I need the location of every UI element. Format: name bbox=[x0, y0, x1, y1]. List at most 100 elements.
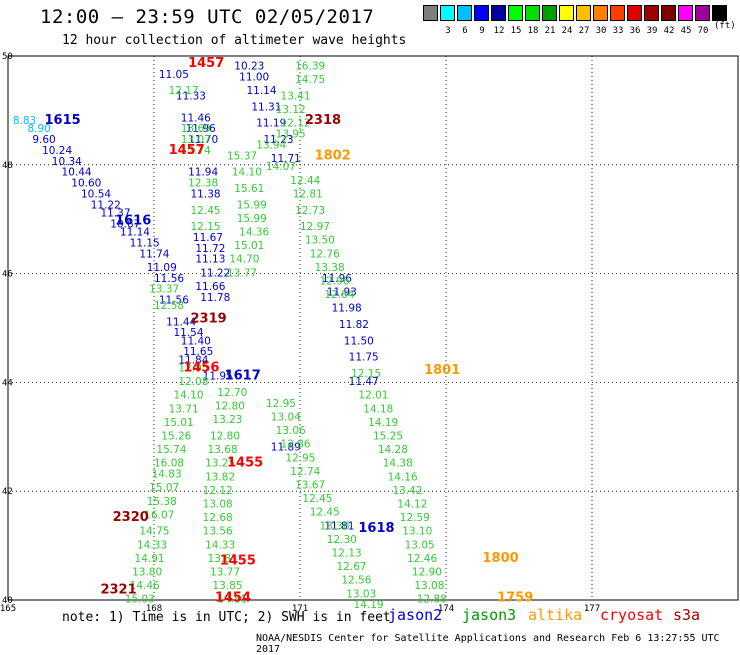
jason2-value-label: 10.24 bbox=[42, 145, 72, 157]
jason3-value-label: 13.67 bbox=[295, 479, 325, 491]
jason3-value-label: 13.56 bbox=[203, 526, 233, 538]
jason2-value-label: 11.47 bbox=[349, 376, 379, 388]
jason3-value-label: 13.71 bbox=[169, 403, 199, 415]
pass-time-label: 1457 bbox=[169, 143, 205, 158]
jason3-value-label: 12.96 bbox=[319, 275, 349, 287]
legend-swatch bbox=[474, 5, 489, 21]
jason3-value-label: 12.46 bbox=[407, 553, 437, 565]
pass-time-label: 1616 bbox=[115, 214, 151, 229]
jason3-value-label: 13.04 bbox=[271, 411, 301, 423]
jason2-value-label: 11.00 bbox=[239, 71, 269, 83]
jason3-value-label: 16.07 bbox=[144, 509, 174, 521]
jason3-value-label: 13.42 bbox=[392, 485, 422, 497]
jason3-value-label: 15.03 bbox=[125, 594, 155, 606]
jason3-value-label: 12.15 bbox=[351, 368, 381, 380]
jason2-value-label: 11.05 bbox=[159, 69, 189, 81]
jason2-value-label: 10.67 bbox=[110, 218, 140, 230]
jason2-value-label: 11.72 bbox=[195, 243, 225, 255]
jason3-value-label: 14.10 bbox=[173, 390, 203, 402]
legend-label: 6 bbox=[462, 26, 468, 36]
jason2-value-label: 11.44 bbox=[166, 316, 196, 328]
jason3-value-label: 12.15 bbox=[191, 221, 221, 233]
jason3-value-label: 14.81 bbox=[217, 594, 247, 606]
jason2-value-label: 11.66 bbox=[195, 281, 225, 293]
jason2-value-label: 11.14 bbox=[120, 227, 150, 239]
legend-label: 70 bbox=[697, 26, 709, 36]
jason3-value-label: 12.86 bbox=[281, 439, 311, 451]
jason3-value-label: 13.68 bbox=[208, 444, 238, 456]
legend-swatch bbox=[695, 5, 710, 21]
legend-label: 36 bbox=[629, 26, 641, 36]
x-tick-label: 168 bbox=[146, 604, 162, 614]
jason3-value-label: 13.69 bbox=[181, 123, 211, 135]
jason3-value-label: 13.05 bbox=[405, 539, 435, 551]
page-subtitle: 12 hour collection of altimeter wave hei… bbox=[62, 33, 407, 48]
jason2-value-label: 11.33 bbox=[176, 91, 206, 103]
jason2-value-label: 11.67 bbox=[193, 232, 223, 244]
x-tick-label: 165 bbox=[0, 604, 16, 614]
jason3-value-label: 13.12 bbox=[276, 104, 306, 116]
jason3-value-label: 15.38 bbox=[147, 496, 177, 508]
legend-label: 15 bbox=[510, 26, 522, 36]
jason3-value-label: 12.97 bbox=[300, 221, 330, 233]
legend-swatch bbox=[508, 5, 523, 21]
jason3-value-label: 14.38 bbox=[383, 458, 413, 470]
jason3-value-label: 14.12 bbox=[397, 499, 427, 511]
jason2-value-label: 11.56 bbox=[159, 295, 189, 307]
legend-swatch bbox=[644, 5, 659, 21]
jason3-value-label: 13.82 bbox=[205, 471, 235, 483]
jason3-value-label: 12.44 bbox=[290, 175, 320, 187]
legend-swatch bbox=[627, 5, 642, 21]
jason3-value-label: 13.07 bbox=[181, 134, 211, 146]
pass-time-label: 1456 bbox=[183, 361, 219, 376]
pass-time-label: 2318 bbox=[305, 113, 341, 128]
jason2-value-label: 11.19 bbox=[256, 118, 286, 130]
y-tick-label: 46 bbox=[2, 270, 13, 280]
jason3-value-label: 13.38 bbox=[319, 520, 349, 532]
legend-label: 12 bbox=[493, 26, 505, 36]
jason3-value-label: 12.45 bbox=[310, 507, 340, 519]
legend-label: 45 bbox=[680, 26, 692, 36]
jason2-value-label: 10.60 bbox=[71, 178, 101, 190]
jason3-value-label: 13.77 bbox=[227, 267, 257, 279]
jason3-value-label: 12.58 bbox=[154, 300, 184, 312]
jason2-value-label: 8.83 bbox=[13, 115, 36, 127]
jason3-value-label: 14.33 bbox=[137, 539, 167, 551]
jason3-value-label: 14.07 bbox=[266, 161, 296, 173]
footnote: note: 1) Time is in UTC; 2) SWH is in fe… bbox=[62, 610, 391, 625]
jason3-value-label: 13.85 bbox=[212, 580, 242, 592]
jason3-value-label: 12.12 bbox=[281, 118, 311, 130]
pass-time-label: 1454 bbox=[215, 591, 251, 606]
jason2-value-label: 11.14 bbox=[246, 85, 276, 97]
jason3-value-label: 13.81 bbox=[208, 553, 238, 565]
legend-label: 27 bbox=[578, 26, 590, 36]
jason3-value-label: 13.50 bbox=[305, 235, 335, 247]
legend-label: 39 bbox=[646, 26, 658, 36]
pass-time-label: 1457 bbox=[188, 56, 224, 71]
jason2-value-label: 11.54 bbox=[173, 327, 203, 339]
jason2-value-label: 8.90 bbox=[27, 123, 50, 135]
pass-time-label: 1617 bbox=[225, 369, 261, 384]
jason3-value-label: 13.06 bbox=[276, 425, 306, 437]
satellite-label-altika: altika bbox=[528, 606, 583, 624]
jason3-value-label: 12.90 bbox=[412, 567, 442, 579]
legend-swatch bbox=[610, 5, 625, 21]
jason3-value-label: 12.59 bbox=[400, 512, 430, 524]
jason3-value-label: 12.70 bbox=[217, 387, 247, 399]
jason2-value-label: 11.74 bbox=[139, 248, 169, 260]
pass-time-label: 1455 bbox=[220, 554, 256, 569]
jason2-value-label: 11.96 bbox=[322, 273, 352, 285]
jason3-value-label: 15.01 bbox=[164, 417, 194, 429]
jason3-value-label: 13.08 bbox=[414, 580, 444, 592]
jason3-value-label: 12.80 bbox=[215, 401, 245, 413]
pass-time-label: 1800 bbox=[483, 551, 519, 566]
pass-time-label: 2320 bbox=[113, 510, 149, 525]
satellite-label-s3a: s3a bbox=[673, 606, 701, 624]
jason3-value-label: 14.83 bbox=[152, 469, 182, 481]
jason3-value-label: 12.74 bbox=[181, 145, 211, 157]
jason2-value-label: 11.70 bbox=[188, 134, 218, 146]
jason2-value-label: 11.22 bbox=[200, 267, 230, 279]
jason3-value-label: 12.73 bbox=[295, 205, 325, 217]
legend-label: 24 bbox=[561, 26, 573, 36]
